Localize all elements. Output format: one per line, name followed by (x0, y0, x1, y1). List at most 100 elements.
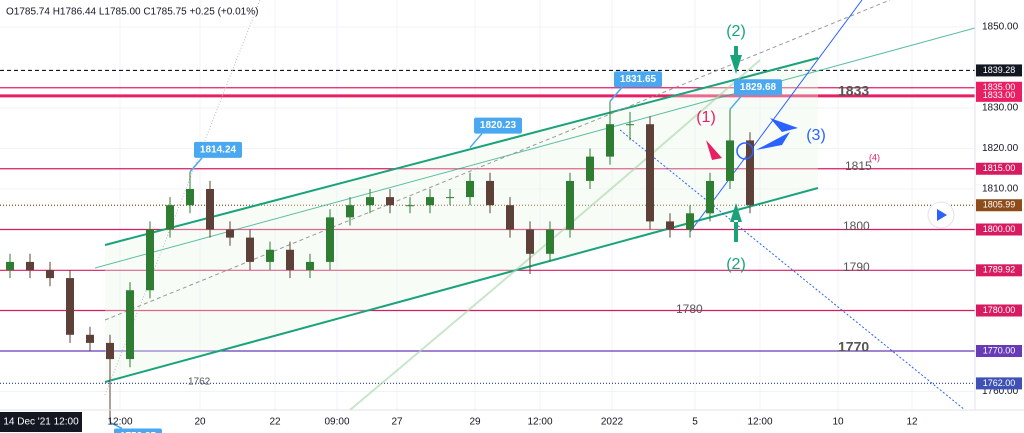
x-tick-label: 27 (391, 417, 403, 428)
candle-body (566, 180, 574, 230)
candle-body (706, 180, 714, 214)
candle-body (106, 342, 114, 360)
blue-trend (689, 0, 863, 233)
x-tick-label: 29 (469, 417, 481, 428)
candle-body (426, 197, 434, 206)
candle-body (146, 229, 154, 291)
callout-pointer (469, 133, 483, 149)
arc (349, 59, 761, 411)
level-text: 1762 (188, 377, 211, 388)
level-tag-label: 1780.00 (983, 305, 1016, 315)
axes: 12:00 20 22 09:00 27 29 12:00 2022 5 12:00 10 12185… (107, 22, 1022, 428)
level-tag (976, 304, 1022, 317)
level-tag-label: 1789.92 (983, 265, 1016, 275)
x-tick-label: 20 (194, 417, 206, 428)
channel-upper (104, 57, 819, 246)
callout-label: 1752.35 (120, 431, 157, 433)
candle-body (406, 205, 414, 207)
channel-fill (105, 58, 818, 382)
dashed-trend (104, 0, 891, 321)
candle-body (46, 269, 54, 279)
y-tick-label: 1850.00 (982, 22, 1019, 33)
candle-body (26, 261, 34, 270)
level-tag (976, 89, 1022, 102)
callout-pointer (189, 157, 203, 173)
candle-body (626, 124, 634, 126)
callout-pointer (729, 94, 743, 110)
arrow-down (730, 46, 742, 74)
candle-body (686, 213, 694, 230)
callout-pointer (109, 421, 123, 430)
candle-body (466, 180, 474, 198)
callouts: 1814.24 1831.65 1820.23 1829.68 1752.35 (109, 71, 782, 433)
candles (6, 101, 754, 423)
callout-box (734, 79, 782, 96)
cursor-label: 14 Dec '21 12:00 (3, 417, 79, 428)
level-tag-label: 1800.00 (983, 224, 1016, 234)
x-tick-label: 2022 (601, 417, 624, 428)
callout-label: 1814.24 (200, 144, 237, 155)
x-tick-label: 22 (269, 417, 281, 428)
candle-body (646, 124, 654, 222)
level-text: 1815 (845, 159, 872, 173)
level-tag (976, 377, 1022, 390)
y-tick-label: 1810.00 (982, 184, 1019, 195)
callout-label: 1829.68 (740, 82, 777, 93)
candle-body (726, 140, 734, 181)
candle-body (546, 229, 554, 254)
level-tag (976, 344, 1022, 357)
candle-body (286, 249, 294, 270)
levels (0, 69, 975, 384)
level-tag (976, 223, 1022, 236)
candle-body (6, 261, 14, 270)
level-tag-label: 1770.00 (983, 345, 1016, 355)
level-text: 1833 (838, 83, 869, 99)
candle-body (266, 249, 274, 262)
candle-body (326, 217, 334, 262)
level-tag-label: 1839.28 (983, 65, 1016, 75)
level-tag-label: 1835.00 (983, 82, 1016, 92)
callout-label: 1820.23 (480, 120, 517, 131)
level-text: 1800 (843, 219, 870, 233)
x-tick-label: 5 (692, 417, 698, 428)
play-icon (937, 209, 947, 221)
arrow (706, 140, 722, 160)
callout-label: 1831.65 (620, 74, 657, 85)
y-tick-label: 1820.00 (982, 143, 1019, 154)
candle-body (366, 197, 374, 206)
x-tick-label: 12:00 (107, 417, 132, 428)
candle-body (186, 189, 194, 206)
callout-box (114, 428, 162, 433)
level-tag (976, 64, 1022, 77)
candle-body (446, 197, 454, 199)
wave-label: (2) (726, 256, 746, 273)
candle-body (606, 124, 614, 157)
level-text: 1770 (838, 339, 869, 355)
x-tick-label: 12 (906, 417, 918, 428)
candle-body (586, 156, 594, 181)
candle-body (346, 205, 354, 218)
level-tag (976, 199, 1022, 212)
wave-label: (2) (726, 23, 746, 40)
candle-body (486, 180, 494, 206)
level-tag (976, 162, 1022, 175)
marker-circle (736, 142, 754, 160)
arrow (756, 118, 798, 150)
candle-body (86, 334, 94, 343)
x-tick-label: 12:00 (527, 417, 552, 428)
callout-box (474, 117, 522, 134)
candle-body (206, 189, 214, 230)
level-tag-label: 1815.00 (983, 163, 1016, 173)
candle-body (746, 140, 754, 206)
channel-mid (94, 27, 976, 269)
candle-body (126, 290, 134, 360)
callout-pointer (609, 86, 623, 102)
wave-label: (3) (806, 127, 826, 144)
grid (0, 0, 975, 410)
x-tick-label: 12:00 (747, 417, 772, 428)
x-tick-label: 10 (832, 417, 844, 428)
wave-label: (1) (696, 109, 716, 126)
ohlc-header: O1785.74 H1786.44 L1785.00 C1785.75 +0.2… (6, 7, 258, 18)
candle-body (226, 229, 234, 238)
